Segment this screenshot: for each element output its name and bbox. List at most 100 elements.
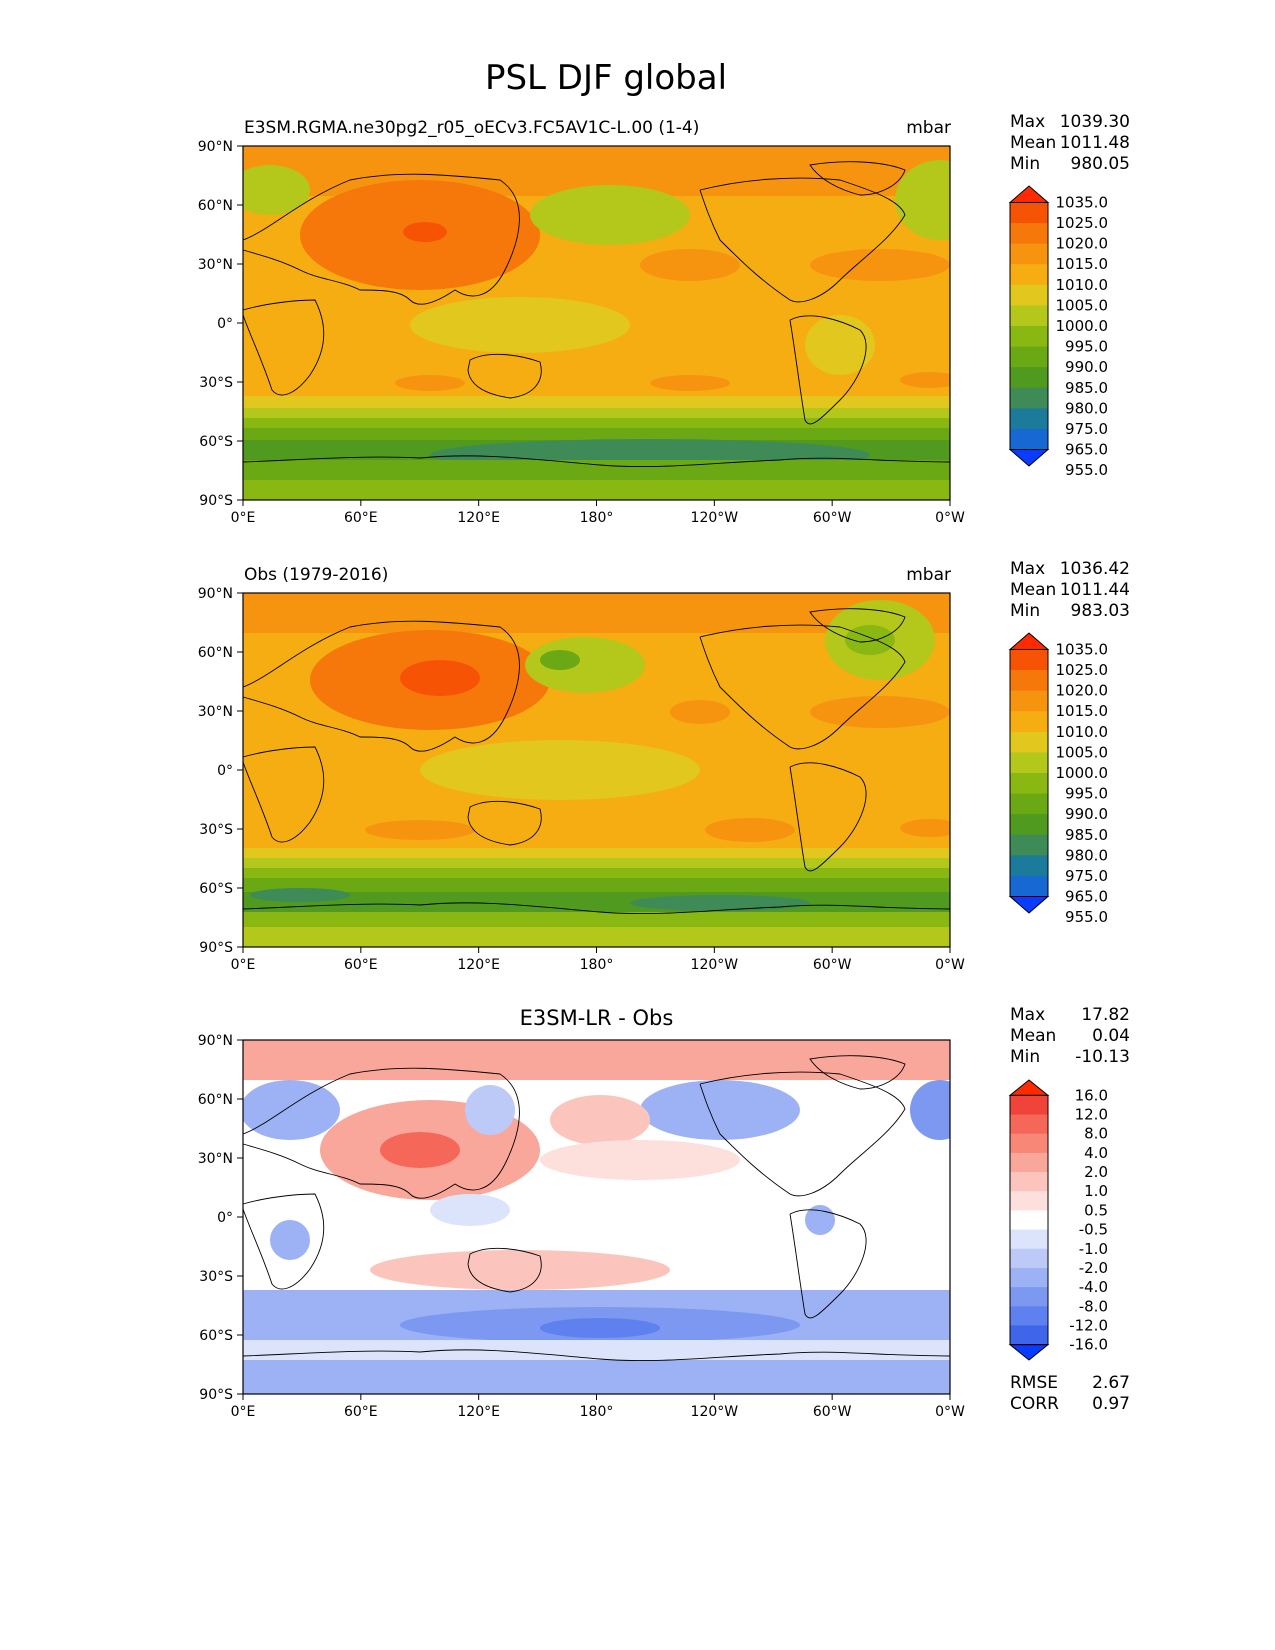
panel-1-axes: 0°E 60°E 120°E 180° 120°W 60°W 0°W 90°N 60°N 30°N…: [198, 139, 965, 526]
y-tick-label: 30°S: [199, 822, 233, 838]
colorbar-frame: [1009, 648, 1049, 898]
colorbar-tick-label: 16.0: [1075, 1086, 1108, 1104]
colorbar-segment: [1010, 649, 1048, 671]
panel-2-max-value: 1036.42: [1059, 559, 1130, 579]
colorbar-tick-label: 965.0: [1065, 888, 1108, 906]
panel-2-colorbar: 1035.0 1025.0 1020.0 1015.0 1010.0 1005.0 1000…: [1008, 632, 1109, 926]
y-tick-label: 60°S: [199, 434, 233, 450]
x-tick-label: 120°W: [691, 957, 739, 973]
amazon-negative: [805, 1205, 835, 1235]
colorbar-segment: [1010, 690, 1048, 712]
x-tick-label: 60°E: [344, 957, 378, 973]
y-tick-label: 0°: [217, 763, 233, 779]
colorbar-tick-label: 990.0: [1065, 358, 1108, 376]
colorbar-tick-label: 985.0: [1065, 379, 1108, 397]
panel-1-min-label: Min: [1010, 154, 1041, 174]
colorbar-segment: [1010, 1152, 1048, 1173]
colorbar-tick-label: 1020.0: [1056, 682, 1109, 700]
north-atlantic-high: [810, 696, 950, 728]
panel-1-title: E3SM.RGMA.ne30pg2_r05_oECv3.FC5AV1C-L.00…: [244, 118, 700, 138]
x-tick-label: 120°E: [457, 1404, 500, 1420]
colorbar-segment: [1010, 670, 1048, 692]
subtropic-positive: [540, 1140, 740, 1180]
y-tick-label: 0°: [217, 316, 233, 332]
australia-coast: [467, 353, 542, 399]
europe-negative: [243, 1080, 340, 1140]
eurasia-positive-core: [380, 1132, 460, 1168]
colorbar-tick-label: 1025.0: [1056, 214, 1109, 232]
colorbar-segment: [1010, 326, 1048, 348]
colorbar-segment: [1010, 264, 1048, 286]
colorbar-tick-label: 1035.0: [1056, 193, 1109, 211]
corr-value: 0.97: [1092, 1394, 1130, 1414]
colorbar-tick-label: -16.0: [1069, 1336, 1108, 1354]
colorbar-extend-min: [1008, 1344, 1050, 1361]
colorbar-tick-label: 1035.0: [1056, 640, 1109, 658]
colorbar-frame: [1009, 201, 1049, 451]
panel-2-mean-label: Mean: [1010, 580, 1057, 600]
colorbar-tick-label: 4.0: [1084, 1144, 1108, 1162]
australia-coast: [467, 1247, 542, 1293]
icelandic-low: [895, 160, 950, 240]
x-tick-label: 0°E: [231, 1404, 256, 1420]
colorbar-extend-max: [1008, 1079, 1050, 1096]
panel-3-min-value: -10.13: [1075, 1047, 1130, 1067]
x-tick-label: 60°W: [813, 1404, 852, 1420]
corr-label: CORR: [1010, 1394, 1059, 1414]
warm-pool: [420, 740, 700, 800]
colorbar-tick-label: 12.0: [1075, 1106, 1108, 1124]
band-40s: [243, 848, 950, 858]
colorbar-tick-label: -4.0: [1079, 1278, 1108, 1296]
africa-coast: [242, 299, 325, 396]
panel-3-mean-label: Mean: [1010, 1026, 1057, 1046]
colorbar-segment: [1010, 284, 1048, 306]
colorbar-segment: [1010, 1133, 1048, 1154]
x-tick-label: 0°W: [935, 1404, 965, 1420]
colorbar-tick-label: 1020.0: [1056, 235, 1109, 253]
panel-1-mean-value: 1011.48: [1059, 133, 1130, 153]
panel-1-mean-label: Mean: [1010, 133, 1057, 153]
africa-coast: [242, 746, 325, 843]
greenland-coast: [809, 1055, 906, 1090]
colorbar-segment: [1010, 793, 1048, 815]
circumpolar-trough-e: [630, 895, 810, 911]
sh-subtropic-positive: [370, 1250, 670, 1290]
antarctic-interior: [243, 480, 950, 500]
colorbar-tick-label: -1.0: [1079, 1240, 1108, 1258]
y-tick-label: 30°N: [198, 704, 233, 720]
x-tick-label: 120°E: [457, 510, 500, 526]
x-tick-label: 60°W: [813, 510, 852, 526]
colorbar-segment: [1010, 1210, 1048, 1231]
australia-coast: [467, 800, 542, 846]
y-tick-label: 90°N: [198, 586, 233, 602]
north-pacific-high: [670, 700, 730, 724]
warm-pool: [410, 297, 630, 353]
eurasia-coast: [242, 620, 520, 752]
panel-1-units: mbar: [906, 118, 951, 138]
colorbar-segment: [1010, 834, 1048, 856]
rmse-label: RMSE: [1010, 1373, 1059, 1393]
panel-2-max-label: Max: [1010, 559, 1046, 579]
colorbar-segment: [1010, 387, 1048, 409]
x-tick-label: 180°: [580, 510, 614, 526]
amazon-low: [805, 315, 875, 375]
panel-3-min-label: Min: [1010, 1047, 1041, 1067]
panel-3-mean-value: 0.04: [1092, 1026, 1130, 1046]
band-50s: [243, 418, 950, 428]
colorbar-segment: [1010, 855, 1048, 877]
y-tick-label: 90°S: [199, 493, 233, 509]
y-tick-label: 60°N: [198, 645, 233, 661]
figure-title: PSL DJF global: [484, 58, 728, 98]
colorbar-segment: [1010, 367, 1048, 389]
colorbar-tick-label: 0.5: [1084, 1201, 1108, 1219]
antarctica-coast: [242, 455, 951, 468]
aleutian-low: [530, 185, 690, 245]
colorbar-segment: [1010, 875, 1048, 898]
x-tick-label: 120°W: [691, 510, 739, 526]
greenland-coast: [809, 161, 906, 196]
coastlines: [242, 1055, 951, 1362]
panel-1-max-value: 1039.30: [1059, 112, 1130, 132]
band-55s: [243, 428, 950, 440]
colorbar-tick-label: 1.0: [1084, 1182, 1108, 1200]
panel-3-map: 0°E 60°E 120°E 180° 120°W 60°W 0°W 90°N 60°N 30°N…: [198, 1033, 1108, 1420]
